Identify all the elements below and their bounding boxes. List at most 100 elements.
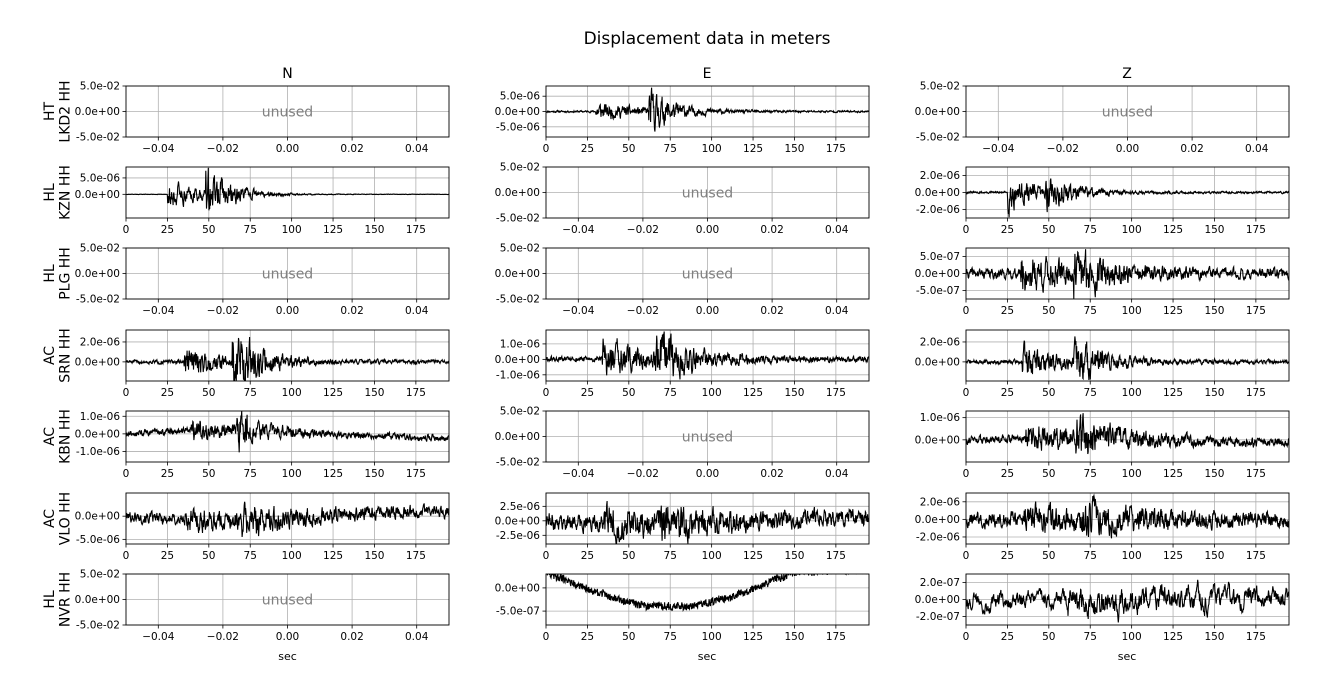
x-tick-label: 175 <box>826 550 846 562</box>
x-tick-label: 150 <box>1204 550 1224 562</box>
x-tick-label: 75 <box>664 631 677 643</box>
y-tick-label: 0.0e+00 <box>495 187 540 199</box>
panel-n: 0 25 50 75 100 125 150 175 1.0e-06 0.0e+00 -1.0e-0… <box>75 410 450 480</box>
x-tick-label: 75 <box>664 550 677 562</box>
x-tick-label: 75 <box>244 468 257 480</box>
x-tick-label: 100 <box>1122 305 1142 317</box>
column-title-e: E <box>703 66 712 82</box>
network-code: AC <box>42 509 58 528</box>
x-tick-label: 50 <box>202 550 215 562</box>
x-tick-label: 0 <box>963 550 970 562</box>
station-code: KZN HH <box>57 165 73 220</box>
y-tick-label: 5.0e-07 <box>920 251 960 263</box>
plot-frame <box>125 410 450 463</box>
x-tick-label: 25 <box>1001 305 1014 317</box>
x-tick-label: −0.04 <box>562 468 594 480</box>
x-tick-label: 175 <box>826 631 846 643</box>
plot-frame <box>125 85 450 138</box>
y-tick-label: 0.0e+00 <box>495 268 540 280</box>
x-tick-label: 25 <box>161 387 174 399</box>
x-tick-label: −0.02 <box>207 631 239 643</box>
x-tick-label: 150 <box>784 387 804 399</box>
x-tick-label: 175 <box>406 468 426 480</box>
x-tick-label: 0.02 <box>340 143 363 155</box>
station-row: HTLKD2 HH −0.04 −0.02 0.00 0.02 0.04 5.0e-02 0.… <box>42 80 1290 155</box>
x-tick-label: 75 <box>664 143 677 155</box>
y-tick-label: -2.0e-06 <box>916 204 960 216</box>
x-tick-label: 25 <box>161 224 174 236</box>
y-tick-label: 0.0e+00 <box>75 356 120 368</box>
panel-z: −0.04 −0.02 0.00 0.02 0.04 5.0e-02 0.0e+00 -5.0… <box>915 81 1290 155</box>
x-tick-label: 0.00 <box>276 305 299 317</box>
x-tick-label: 150 <box>1204 387 1224 399</box>
x-tick-label: 100 <box>702 387 722 399</box>
x-tick-label: 0 <box>963 468 970 480</box>
y-tick-label: 0.0e+00 <box>495 354 540 366</box>
x-tick-label: 150 <box>784 550 804 562</box>
plot-area <box>966 330 1289 381</box>
y-tick-label: 0.0e+00 <box>915 106 960 118</box>
plot-frame <box>965 329 1290 382</box>
x-tick-label: 50 <box>622 631 635 643</box>
plot-frame <box>965 410 1290 463</box>
station-code: LKD2 HH <box>57 80 73 142</box>
x-tick-label: 0 <box>963 224 970 236</box>
panel-n: 0 25 50 75 100 125 150 175 5.0e-06 0.0e+00 <box>75 166 450 236</box>
y-tick-label: 0.0e+00 <box>75 594 120 606</box>
panel-n: −0.04 −0.02 0.00 0.02 0.04 5.0e-02 0.0e+00 -5.0… <box>75 569 450 643</box>
x-tick-label: 125 <box>1163 631 1183 643</box>
x-tick-label: 50 <box>1042 631 1055 643</box>
y-tick-label: 0.0e+00 <box>75 428 120 440</box>
x-tick-label: 150 <box>784 631 804 643</box>
plot-area <box>546 574 869 625</box>
station-label: ACKBN HH <box>42 409 73 464</box>
network-code: HL <box>42 590 58 609</box>
x-tick-label: 125 <box>323 387 343 399</box>
waveform-line <box>126 501 449 538</box>
x-tick-label: 0.00 <box>696 468 719 480</box>
x-tick-label: 50 <box>202 387 215 399</box>
y-tick-label: 0.0e+00 <box>915 356 960 368</box>
station-code: KBN HH <box>57 409 73 464</box>
waveform-line <box>966 336 1289 381</box>
x-tick-label: −0.04 <box>142 305 174 317</box>
x-tick-label: 175 <box>406 550 426 562</box>
x-tick-label: 0 <box>123 550 130 562</box>
x-tick-label: 125 <box>323 224 343 236</box>
x-tick-label: 0.02 <box>340 631 363 643</box>
x-tick-label: 25 <box>1001 468 1014 480</box>
panel-e: 0 25 50 75 100 125 150 175 1.0e-06 0.0e+00 -1.0e-0… <box>495 329 870 399</box>
y-tick-label: -2.0e-07 <box>916 611 960 623</box>
plot-frame <box>125 573 450 626</box>
x-tick-label: 175 <box>826 387 846 399</box>
x-tick-label: 125 <box>1163 468 1183 480</box>
x-tick-label: 0.00 <box>276 143 299 155</box>
waveform-line <box>546 500 869 544</box>
y-tick-label: 0.0e+00 <box>75 511 120 523</box>
unused-label: unused <box>262 105 313 121</box>
x-tick-label: 150 <box>1204 305 1224 317</box>
x-tick-label: 150 <box>1204 631 1224 643</box>
y-tick-label: 2.0e-06 <box>80 336 121 348</box>
x-tick-label: 100 <box>282 387 302 399</box>
y-tick-label: 5.0e-02 <box>80 81 120 93</box>
panel-e: −0.04 −0.02 0.00 0.02 0.04 5.0e-02 0.0e+00 -5.0… <box>495 406 870 480</box>
x-tick-label: 0.00 <box>696 224 719 236</box>
station-row: ACSRN HH 0 25 50 75 100 125 150 175 2.0e-06 0.0e+0… <box>42 328 1290 399</box>
unused-label: unused <box>262 593 313 609</box>
x-tick-label: 175 <box>406 387 426 399</box>
x-tick-label: 25 <box>581 387 594 399</box>
station-label: ACVLO HH <box>42 492 73 545</box>
x-tick-label: −0.02 <box>627 305 659 317</box>
x-tick-label: 0 <box>543 143 550 155</box>
station-label: HLNVR HH <box>42 572 73 627</box>
network-code: AC <box>42 346 58 365</box>
waveform-line <box>966 493 1289 539</box>
unused-label: unused <box>262 267 313 283</box>
panel-e: 0 25 50 75 100 125 150 175 5.0e-06 0.0e+00 -5.0e-0… <box>495 85 870 155</box>
y-tick-label: 0.0e+00 <box>495 515 540 527</box>
x-tick-label: −0.04 <box>982 143 1014 155</box>
x-tick-label: 100 <box>282 468 302 480</box>
plot-frame <box>125 166 450 219</box>
x-tick-label: 125 <box>1163 550 1183 562</box>
